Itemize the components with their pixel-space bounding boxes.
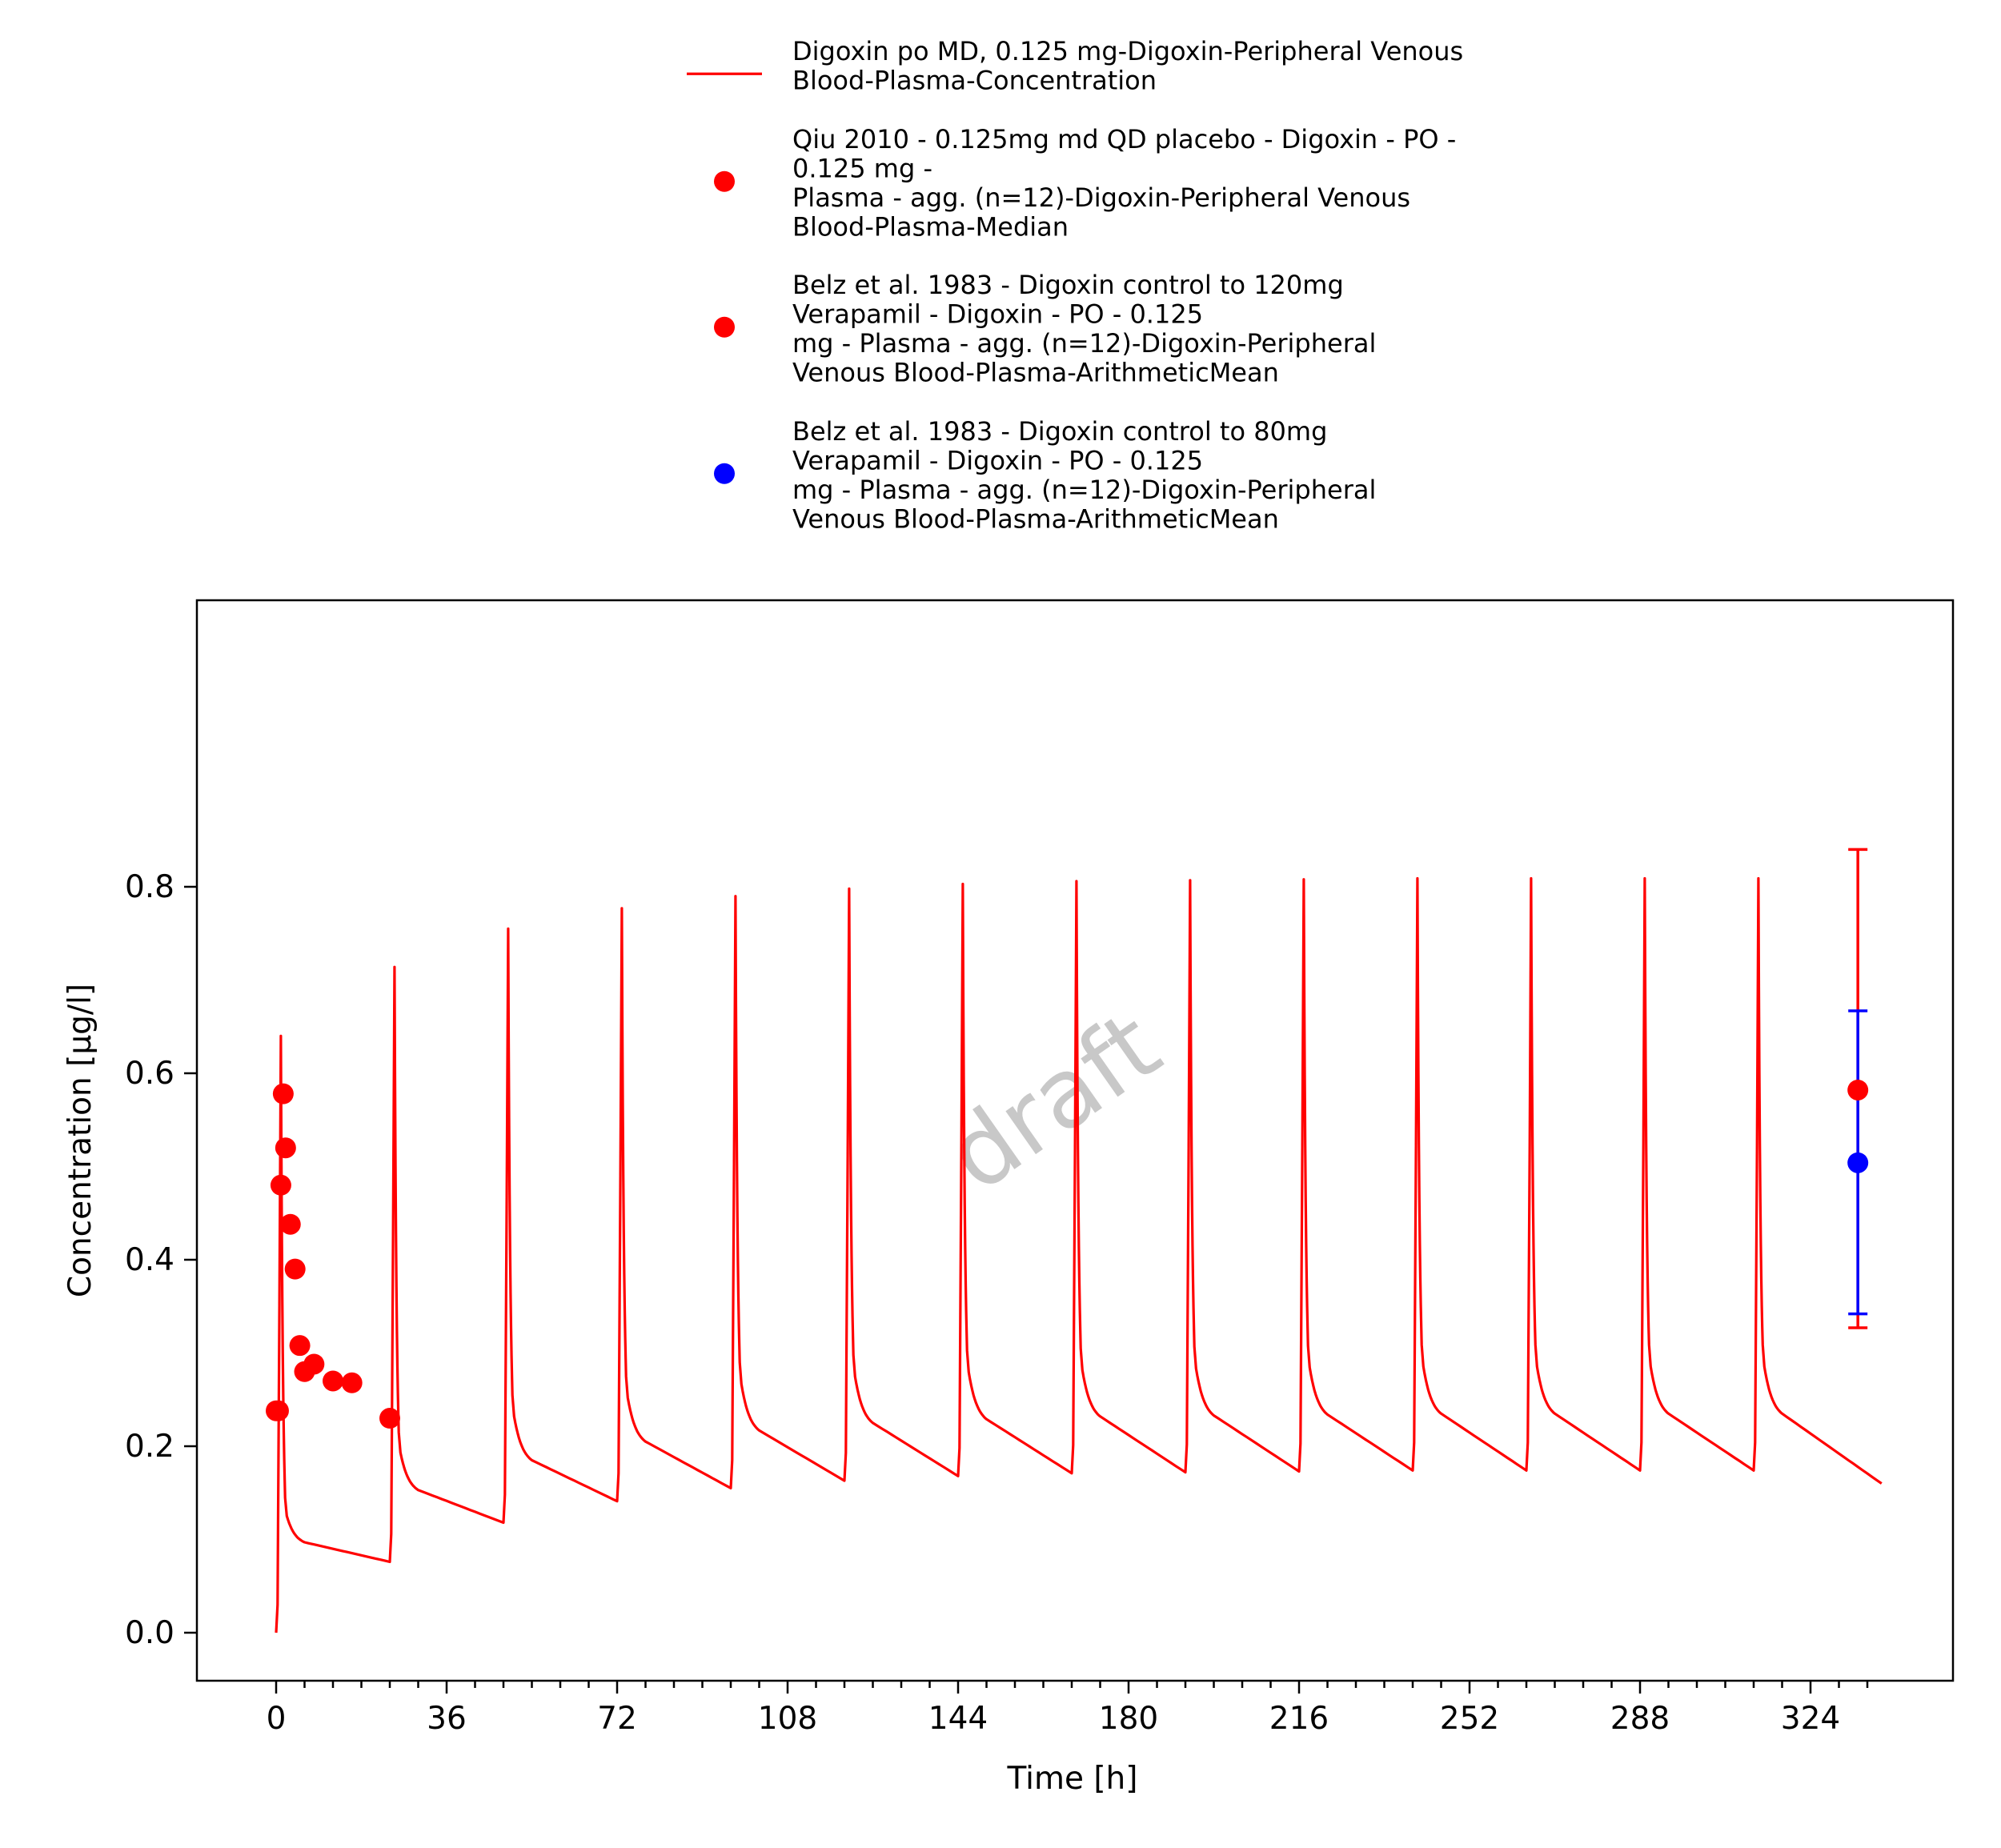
data-point-series-4 — [1847, 1152, 1869, 1173]
x-tick-label: 36 — [427, 1701, 467, 1737]
data-point-series-3 — [1847, 1079, 1869, 1100]
x-tick-label: 324 — [1781, 1701, 1840, 1737]
y-axis: 0.0 0.2 0.4 0.6 0.8 — [125, 869, 197, 1651]
y-tick-label: 0.4 — [125, 1242, 174, 1278]
y-tick-label: 0.8 — [125, 869, 174, 905]
y-axis-label: Concentration [µg/l] — [62, 984, 98, 1297]
data-point-series-2 — [272, 1083, 294, 1104]
data-point-series-2 — [284, 1258, 306, 1280]
x-tick-label: 180 — [1099, 1701, 1158, 1737]
x-tick-label: 288 — [1610, 1701, 1670, 1737]
data-point-series-2 — [289, 1335, 311, 1357]
legend-entry-label: mg - Plasma - agg. (n=12)-Digoxin-Periph… — [792, 475, 1376, 505]
x-axis-label: Time [h] — [1007, 1761, 1138, 1797]
data-point-series-2 — [379, 1408, 401, 1429]
y-tick-label: 0.2 — [125, 1429, 174, 1465]
plot-frame — [195, 599, 1955, 1682]
legend-entry-label: Venous Blood-Plasma-ArithmeticMean — [792, 358, 1279, 388]
x-tick-label: 108 — [758, 1701, 817, 1737]
series-line-simulated — [275, 876, 1883, 1634]
legend-entry-label: Blood-Plasma-Concentration — [792, 66, 1157, 96]
legend-entry-label: Verapamil - Digoxin - PO - 0.125 — [792, 446, 1203, 476]
x-tick-label: 72 — [597, 1701, 637, 1737]
legend-marker-symbol — [714, 463, 735, 484]
legend-marker-symbol — [714, 170, 735, 192]
data-point-series-2 — [270, 1174, 291, 1196]
legend: Digoxin po MD, 0.125 mg-Digoxin-Peripher… — [687, 36, 1463, 535]
x-tick-label: 144 — [928, 1701, 988, 1737]
legend-entry-label: mg - Plasma - agg. (n=12)-Digoxin-Periph… — [792, 328, 1376, 359]
legend-marker-symbol — [714, 316, 735, 338]
data-point-series-2 — [279, 1213, 301, 1235]
data-point-series-2 — [303, 1353, 325, 1375]
legend-entry-label: Qiu 2010 - 0.125mg md QD placebo - Digox… — [792, 124, 1456, 154]
series-layer — [266, 848, 1883, 1634]
legend-entry-label: Belz et al. 1983 - Digoxin control to 12… — [792, 270, 1344, 300]
y-tick-label: 0.0 — [125, 1615, 174, 1651]
data-point-series-2 — [341, 1372, 363, 1393]
y-tick-label: 0.6 — [125, 1056, 174, 1092]
legend-entry-label: 0.125 mg - — [792, 154, 932, 184]
x-tick-label: 0 — [267, 1701, 287, 1737]
legend-entry-label: Blood-Plasma-Median — [792, 212, 1069, 243]
legend-entry-label: Venous Blood-Plasma-ArithmeticMean — [792, 504, 1279, 535]
x-tick-label: 216 — [1269, 1701, 1329, 1737]
data-point-series-2 — [275, 1137, 296, 1159]
legend-entry-label: Verapamil - Digoxin - PO - 0.125 — [792, 299, 1203, 330]
legend-entry-label: Plasma - agg. (n=12)-Digoxin-Peripheral … — [792, 182, 1410, 213]
x-tick-label: 252 — [1440, 1701, 1499, 1737]
legend-entry-label: Digoxin po MD, 0.125 mg-Digoxin-Peripher… — [792, 36, 1463, 66]
data-point-series-2 — [323, 1370, 344, 1392]
data-point-series-2 — [267, 1400, 289, 1421]
legend-entry-label: Belz et al. 1983 - Digoxin control to 80… — [792, 416, 1327, 447]
x-axis: 0 36 72 108 144 180 216 252 288 324 — [267, 1681, 1869, 1737]
